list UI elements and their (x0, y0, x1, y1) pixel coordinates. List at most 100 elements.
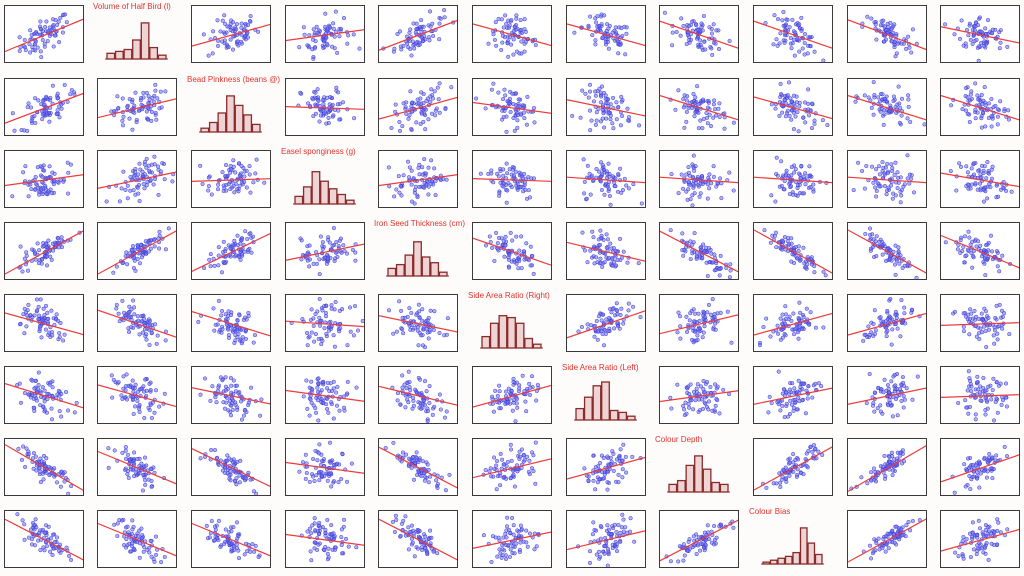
scatter-point (610, 30, 615, 35)
scatter-point (128, 188, 133, 193)
scatter-point (594, 20, 599, 25)
scatter-point (979, 116, 984, 121)
scatter-point (961, 324, 966, 329)
histogram-bar (208, 121, 218, 133)
scatter-point (898, 386, 903, 391)
scatter-point (603, 328, 608, 333)
scatter-point (774, 245, 779, 250)
panel-plot (192, 157, 270, 197)
scatter-point (886, 386, 891, 391)
scatter-panel (566, 438, 646, 496)
scatter-point (976, 387, 981, 392)
scatter-point (325, 95, 330, 100)
scatter-point (981, 187, 986, 192)
scatter-point (774, 171, 779, 177)
scatter-point (135, 256, 140, 261)
scatter-point (66, 191, 71, 196)
scatter-point (135, 398, 140, 404)
scatter-point (982, 85, 987, 90)
scatter-point (874, 167, 879, 172)
scatter-point (409, 310, 414, 316)
scatter-point (588, 192, 593, 197)
scatter-point (228, 413, 234, 418)
scatter-point (793, 397, 798, 402)
scatter-point (676, 191, 681, 196)
scatter-point (778, 31, 783, 36)
scatter-panel (378, 366, 458, 424)
histogram-bar (626, 415, 636, 421)
variable-label: Iron Seed Thickness (cm) (374, 219, 465, 228)
scatter-point (444, 332, 449, 337)
scatter-point (991, 418, 997, 423)
scatter-point (705, 273, 710, 279)
scatter-point (511, 102, 516, 107)
scatter-point (1004, 404, 1009, 409)
scatter-point (530, 253, 535, 259)
scatter-point (62, 470, 67, 475)
scatter-point (427, 400, 432, 405)
scatter-point (613, 184, 618, 189)
scatter-point (496, 90, 501, 95)
scatter-point (321, 457, 326, 462)
scatter-point (905, 116, 910, 121)
scatter-point (624, 470, 629, 475)
scatter-point (779, 159, 784, 164)
panel-plot (667, 455, 730, 493)
scatter-point (705, 379, 710, 385)
scatter-point (956, 400, 961, 406)
scatter-point (769, 400, 774, 406)
scatter-point (599, 12, 604, 17)
scatter-point (789, 46, 794, 51)
scatter-point (329, 400, 334, 405)
scatter-point (432, 89, 437, 94)
scatter-point (106, 446, 111, 451)
scatter-point (313, 332, 318, 337)
scatter-point (963, 108, 969, 113)
scatter-point (527, 195, 533, 200)
scatter-point (727, 275, 732, 279)
scatter-point (779, 183, 784, 188)
scatter-point (801, 245, 806, 250)
scatter-point (811, 182, 816, 187)
scatter-point (708, 124, 714, 129)
regression-line (660, 20, 738, 49)
scatter-point (331, 26, 336, 31)
scatter-point (29, 32, 34, 38)
scatter-point (130, 100, 135, 105)
scatter-point (21, 444, 26, 449)
scatter-point (422, 379, 428, 384)
scatter-point (592, 334, 597, 339)
scatter-point (699, 24, 704, 30)
scatter-point (202, 266, 207, 271)
scatter-point (706, 100, 711, 105)
scatter-point (795, 36, 800, 41)
scatter-point (791, 93, 796, 98)
scatter-point (325, 256, 330, 261)
scatter-point (52, 33, 58, 38)
scatter-point (787, 25, 792, 30)
scatter-point (615, 257, 620, 263)
scatter-point (618, 447, 623, 452)
scatter-point (148, 401, 153, 406)
scatter-point (208, 264, 213, 269)
scatter-point (397, 128, 403, 133)
scatter-point (980, 317, 985, 323)
scatter-point (533, 481, 538, 486)
scatter-point (135, 243, 140, 248)
scatter-point (444, 409, 449, 414)
scatter-point (699, 21, 704, 26)
scatter-point (198, 163, 203, 168)
scatter-point (868, 248, 873, 253)
scatter-point (232, 340, 237, 346)
scatter-point (693, 311, 698, 316)
scatter-point (693, 110, 698, 115)
scatter-point (599, 84, 605, 89)
scatter-point (885, 383, 891, 388)
scatter-point (637, 123, 642, 128)
scatter-point (235, 39, 240, 44)
scatter-point (146, 317, 151, 322)
scatter-point (969, 389, 974, 394)
scatter-point (891, 24, 896, 29)
scatter-point (34, 181, 39, 186)
